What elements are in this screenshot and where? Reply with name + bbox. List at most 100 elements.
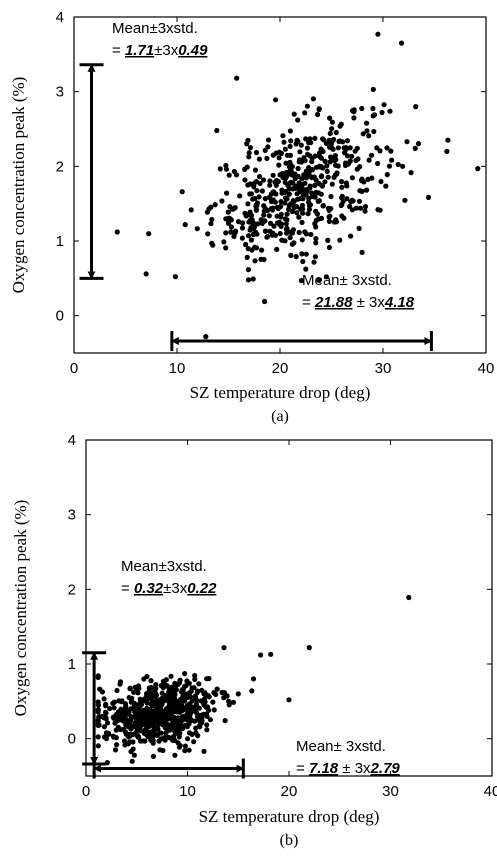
x-std-value: 4.18 <box>384 294 415 311</box>
data-point <box>102 709 109 716</box>
data-point <box>128 726 134 732</box>
data-point <box>259 247 265 253</box>
data-point <box>364 187 370 193</box>
data-point <box>284 225 290 231</box>
data-point <box>254 231 260 237</box>
data-point <box>208 221 214 227</box>
data-point <box>264 155 270 161</box>
data-point <box>299 251 305 257</box>
data-point <box>371 128 377 135</box>
data-point <box>364 120 370 126</box>
data-point <box>148 709 154 715</box>
data-point <box>259 188 265 194</box>
data-point <box>303 136 309 142</box>
data-point <box>130 739 136 745</box>
x-tick-label: 40 <box>484 783 497 800</box>
data-point <box>353 205 359 211</box>
data-point <box>162 715 168 722</box>
data-point <box>197 724 203 730</box>
data-point <box>172 752 178 758</box>
data-point <box>347 145 353 151</box>
data-point <box>415 141 422 147</box>
data-point <box>286 191 292 197</box>
data-point <box>131 700 138 707</box>
data-point <box>310 96 316 102</box>
y-tick-label: 4 <box>68 432 76 449</box>
data-point <box>341 215 347 221</box>
data-point <box>153 718 159 725</box>
data-point <box>221 239 227 245</box>
data-point <box>284 211 290 217</box>
data-point <box>356 225 362 231</box>
data-point <box>222 718 228 724</box>
data-point <box>173 687 179 693</box>
y-tick-label: 3 <box>56 84 64 101</box>
data-point <box>304 145 310 151</box>
data-point <box>303 231 309 237</box>
data-point <box>243 241 249 248</box>
outlier-point <box>143 271 149 277</box>
data-point <box>246 154 252 160</box>
data-point <box>282 146 288 152</box>
data-point <box>274 246 280 252</box>
data-point <box>327 115 333 121</box>
data-point <box>162 711 168 717</box>
data-point <box>316 106 322 112</box>
data-point <box>327 159 333 165</box>
x-tick-label: 0 <box>70 360 78 377</box>
data-point <box>97 686 103 692</box>
data-point <box>315 111 321 118</box>
data-point <box>254 188 260 194</box>
data-point <box>287 235 293 241</box>
outlier-point <box>221 645 227 651</box>
data-point <box>130 746 136 752</box>
data-point <box>277 230 283 237</box>
data-point <box>127 721 133 728</box>
data-point <box>264 233 271 240</box>
y-annotation-title: Mean±3xstd. <box>112 20 198 37</box>
data-point <box>353 157 359 164</box>
data-point <box>252 167 259 173</box>
data-point <box>165 694 171 700</box>
eq: = <box>112 42 125 59</box>
data-point <box>286 164 293 170</box>
data-point <box>383 183 389 189</box>
y-tick-label: 1 <box>68 656 76 673</box>
data-point <box>121 738 128 744</box>
outlier-point <box>235 691 241 697</box>
data-point <box>338 179 345 185</box>
data-point <box>339 193 345 199</box>
outlier-point <box>203 334 209 340</box>
outlier-point <box>375 31 381 37</box>
data-point <box>304 103 310 109</box>
data-point <box>371 112 378 118</box>
data-point <box>333 219 339 225</box>
y-std-value: 0.22 <box>187 580 217 597</box>
data-point <box>294 210 300 216</box>
data-point <box>328 193 334 200</box>
data-point <box>263 228 269 234</box>
data-point <box>155 712 161 719</box>
data-point <box>170 734 177 740</box>
data-point <box>328 154 334 160</box>
data-point <box>264 208 270 214</box>
data-point <box>287 152 293 158</box>
data-point <box>248 237 254 243</box>
data-point <box>336 138 342 144</box>
data-point <box>375 160 381 167</box>
chart-panel-b: 0 10 20 30 40 0 1 2 3 4 Oxygen concentration peak… <box>11 432 497 849</box>
data-point <box>146 685 152 691</box>
data-point <box>425 194 432 200</box>
data-point <box>187 701 193 707</box>
data-point <box>356 198 362 204</box>
data-point <box>312 182 318 188</box>
data-point <box>301 172 307 178</box>
outlier-point <box>445 137 451 143</box>
data-point <box>214 127 220 134</box>
data-point <box>242 177 248 183</box>
data-point <box>155 702 161 708</box>
data-point <box>225 209 231 215</box>
data-point <box>172 737 178 744</box>
data-point <box>170 723 177 729</box>
